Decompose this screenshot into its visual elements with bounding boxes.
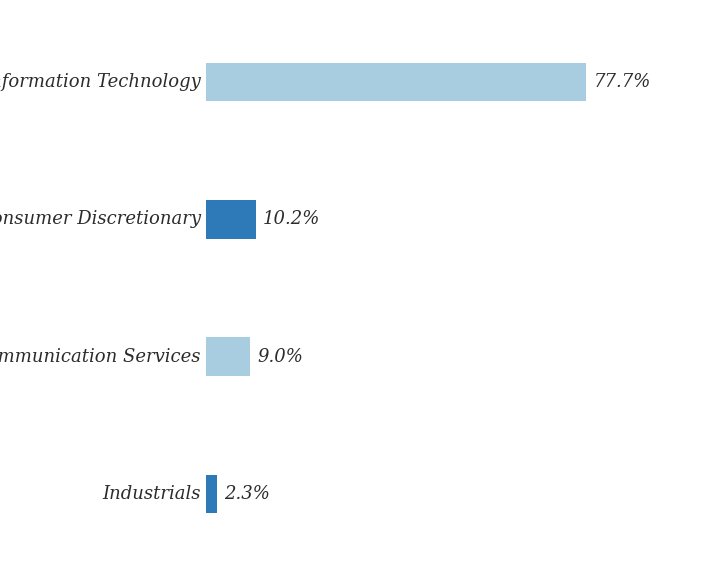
Text: 77.7%: 77.7% [593, 73, 651, 91]
Text: 10.2%: 10.2% [263, 210, 320, 229]
Bar [206, 475, 217, 513]
Text: Communication Services: Communication Services [0, 347, 201, 366]
Bar [206, 63, 586, 101]
Bar [206, 338, 250, 376]
Text: 9.0%: 9.0% [257, 347, 303, 366]
Text: Information Technology: Information Technology [0, 73, 201, 91]
Text: Industrials: Industrials [102, 485, 201, 503]
Text: 2.3%: 2.3% [225, 485, 270, 503]
Text: Consumer Discretionary: Consumer Discretionary [0, 210, 201, 229]
Bar [206, 200, 256, 238]
